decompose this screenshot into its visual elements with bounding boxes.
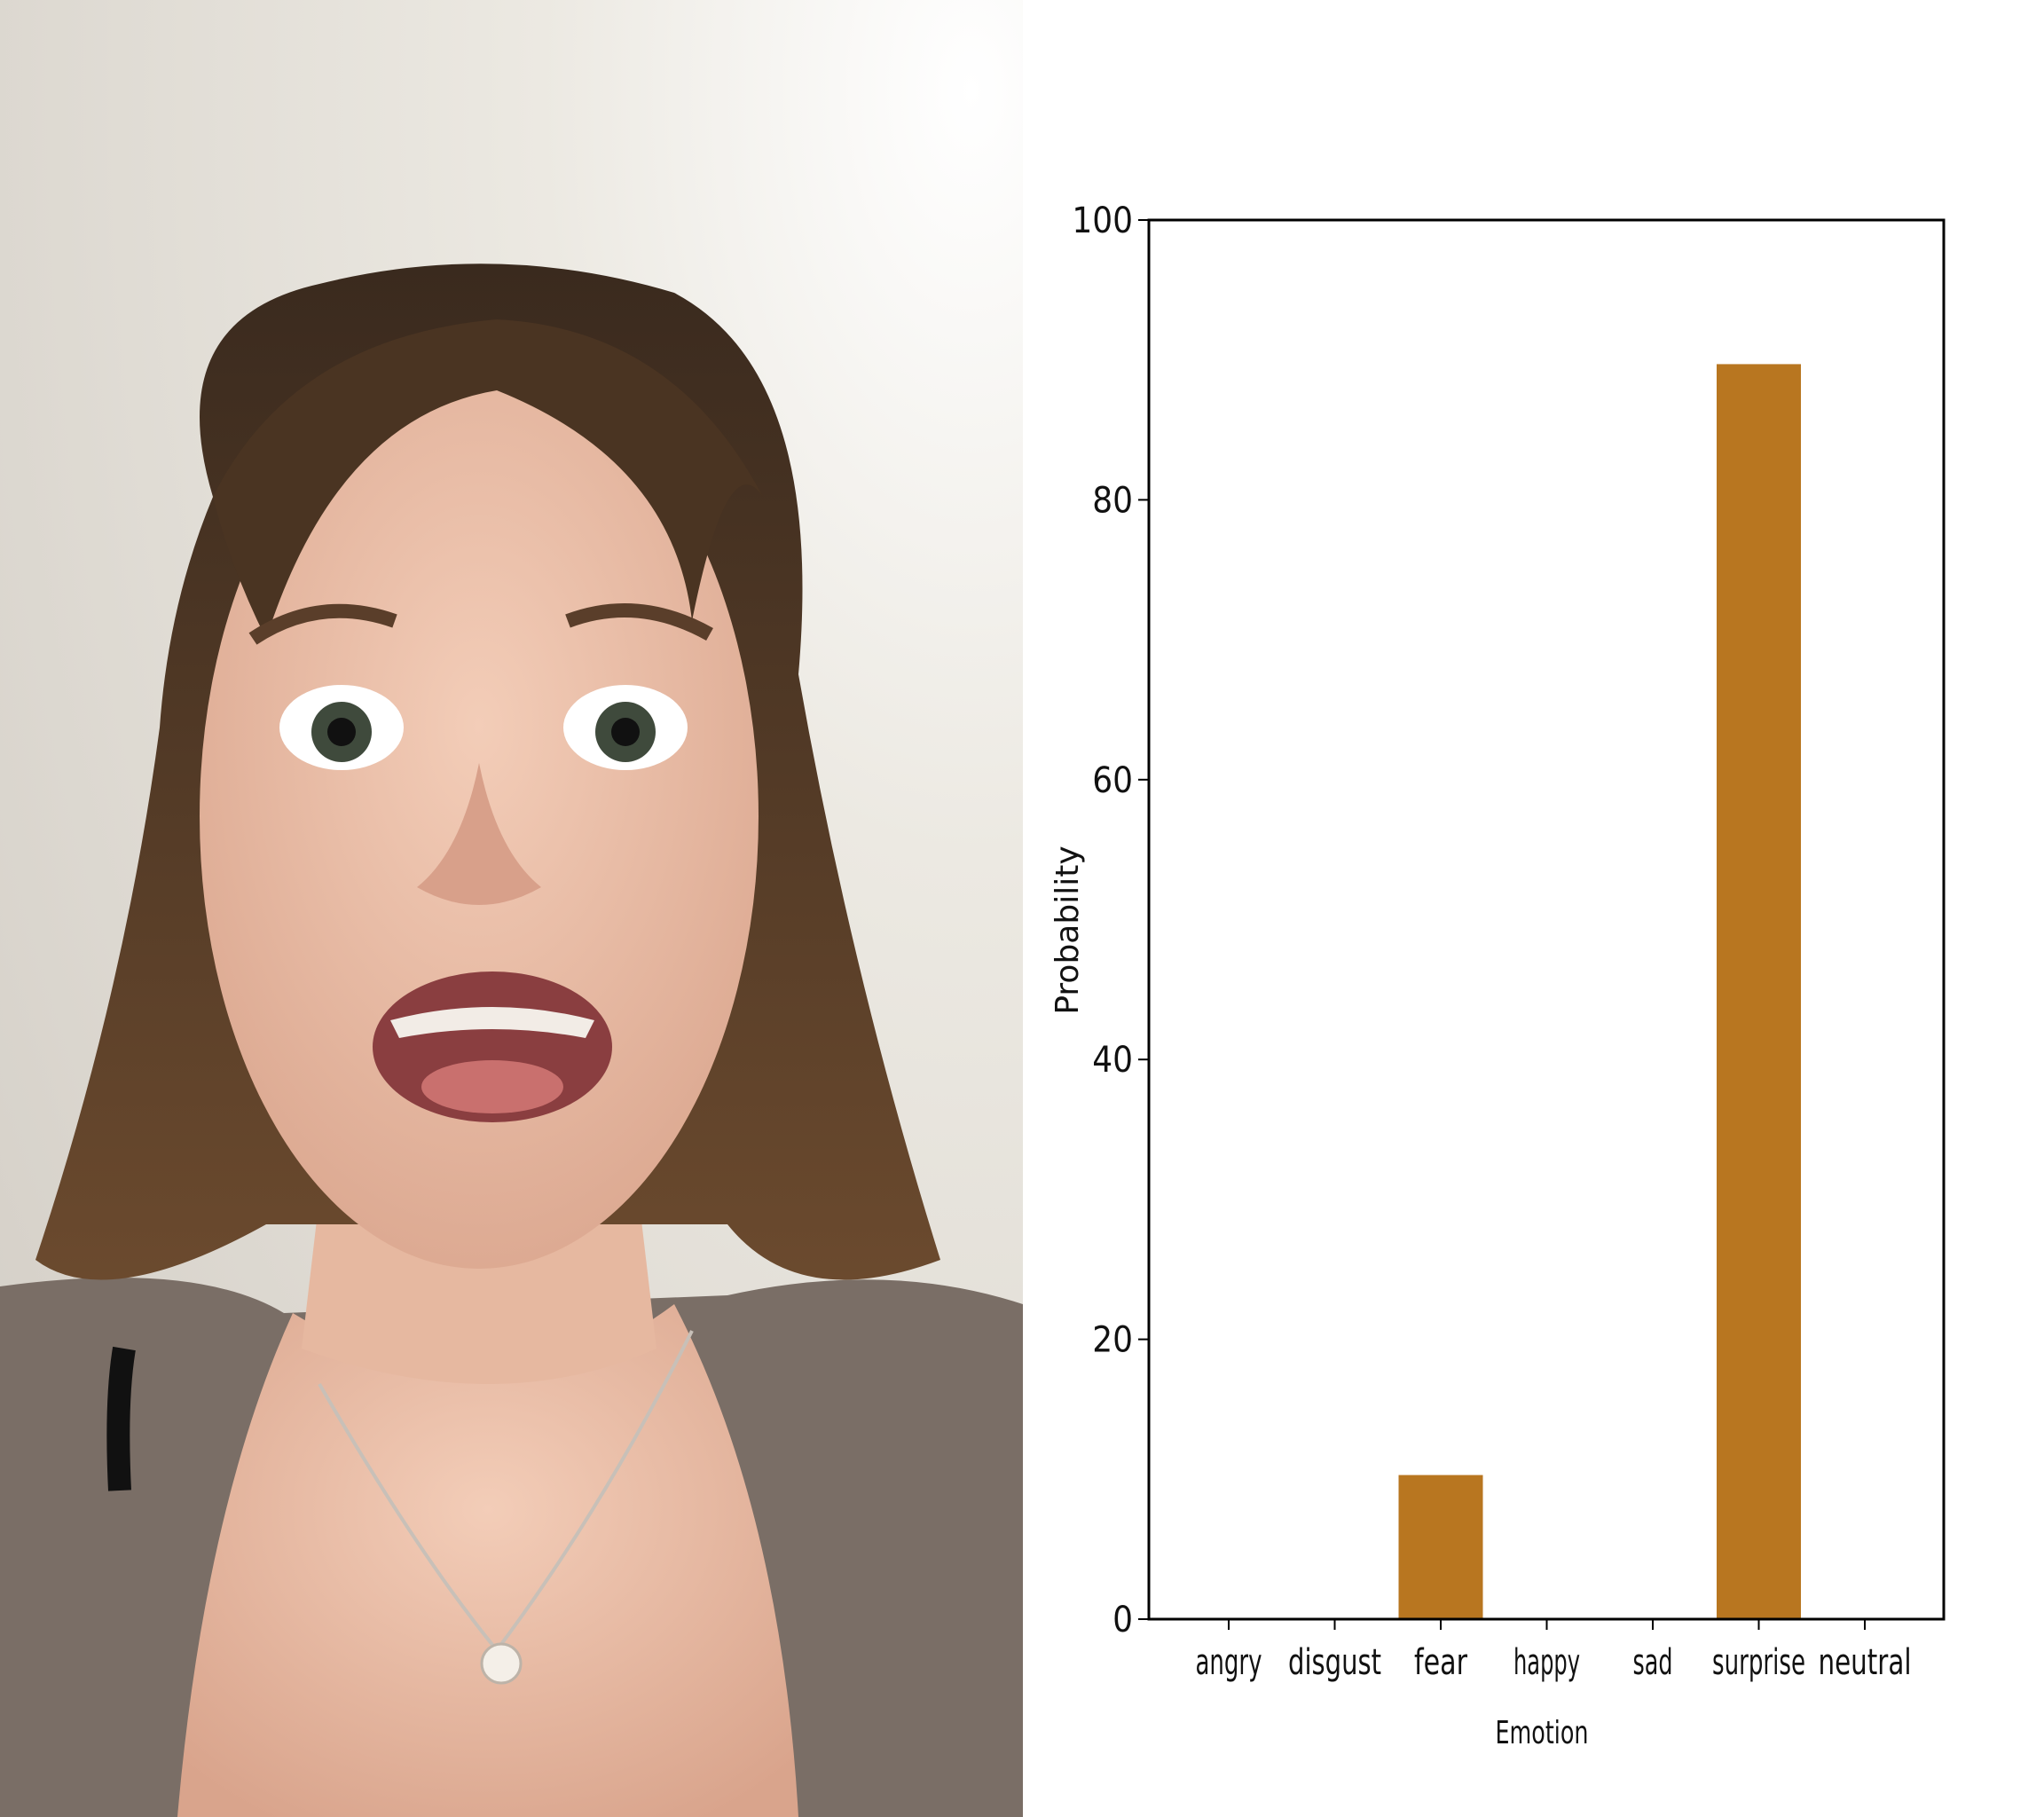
chart-panel: angry disgust fear happy sad surprise neutral …	[1023, 0, 2044, 1817]
x-tick-label-angry: angry	[1196, 1642, 1262, 1683]
strap	[106, 1346, 136, 1491]
x-tick-label-neutral: neutral	[1819, 1642, 1912, 1683]
y-tick-label-60: 60	[1092, 760, 1133, 801]
x-tick-label-disgust: disgust	[1288, 1642, 1381, 1683]
bar-chart: angry disgust fear happy sad surprise neutral …	[1050, 201, 1946, 1751]
x-tick-label-fear: fear	[1414, 1642, 1467, 1683]
y-ticks: 0 20 40 60 80 100	[1072, 201, 1149, 1640]
x-axis-title: Emotion	[1496, 1715, 1589, 1751]
portrait-photo	[0, 0, 1023, 1817]
left-eyebrow	[248, 603, 397, 645]
plot-frame	[1147, 218, 1946, 1621]
x-ticks: angry disgust fear happy sad surprise neutral	[1196, 1619, 1912, 1683]
y-tick-label-40: 40	[1092, 1040, 1133, 1081]
x-tick-label-happy: happy	[1513, 1642, 1580, 1683]
nose	[417, 763, 541, 905]
portrait-illustration	[0, 0, 1023, 1817]
neckline-skin	[177, 1304, 798, 1817]
bar-surprise	[1717, 364, 1801, 1619]
y-tick-label-20: 20	[1092, 1320, 1133, 1361]
bar-fear	[1398, 1475, 1483, 1619]
y-tick-label-80: 80	[1092, 480, 1133, 521]
x-tick-label-surprise: surprise	[1712, 1642, 1805, 1683]
pearl-pendant	[480, 1642, 523, 1685]
x-tick-label-sad: sad	[1633, 1642, 1673, 1683]
hair-fringe	[213, 319, 763, 639]
y-tick-label-100: 100	[1072, 201, 1133, 241]
y-axis-title: Probability	[1050, 846, 1086, 1014]
right-eyebrow	[565, 603, 713, 641]
y-tick-label-0: 0	[1112, 1600, 1133, 1640]
bars-layer	[1398, 364, 1801, 1619]
